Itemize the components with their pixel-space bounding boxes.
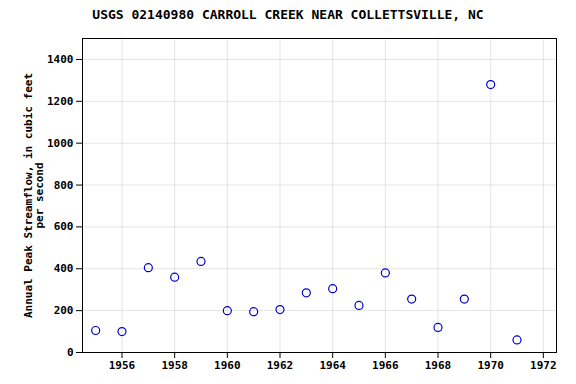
html-text:USGS 02140980 CARROLL CREEK NE: USGS 02140980 CARROLL CREEK NEAR COLLETT…: [92, 7, 484, 22]
svg-text:1000: 1000: [47, 137, 74, 150]
svg-text:600: 600: [54, 220, 74, 233]
svg-text:1200: 1200: [47, 95, 74, 108]
svg-text:Annual Peak Streamflow, in cub: Annual Peak Streamflow, in cubic feetper…: [22, 73, 46, 318]
svg-text:400: 400: [54, 262, 74, 275]
svg-text:1964: 1964: [319, 359, 346, 372]
svg-text:1970: 1970: [477, 359, 504, 372]
svg-text:800: 800: [54, 179, 74, 192]
svg-text:1960: 1960: [214, 359, 241, 372]
svg-text:1968: 1968: [425, 359, 452, 372]
svg-text:1400: 1400: [47, 53, 74, 66]
svg-text:1972: 1972: [530, 359, 557, 372]
svg-text:1956: 1956: [109, 359, 136, 372]
svg-text:1958: 1958: [161, 359, 188, 372]
svg-text:200: 200: [54, 304, 74, 317]
svg-text:1962: 1962: [267, 359, 294, 372]
svg-text:0: 0: [67, 346, 74, 359]
svg-text:1966: 1966: [372, 359, 399, 372]
